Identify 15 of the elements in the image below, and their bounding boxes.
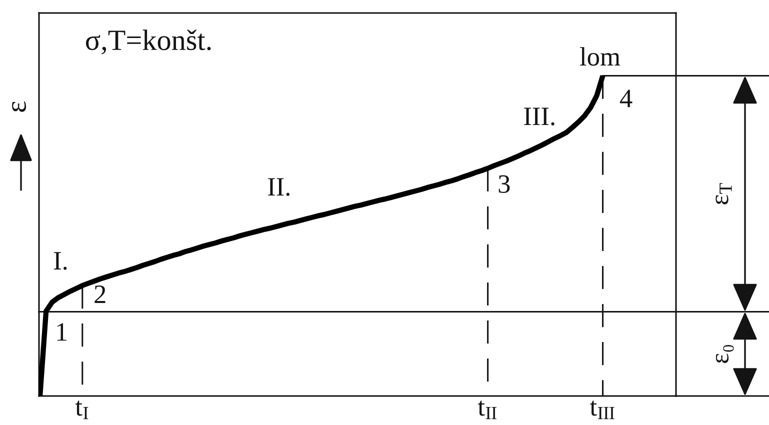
y-axis-title: ε xyxy=(12,102,26,112)
x-tick-label: t$_{III}$ xyxy=(590,400,614,420)
text: σ,T=konšt. xyxy=(86,30,211,54)
x-tick-label: t$_{I}$ xyxy=(75,400,88,420)
x-tick-label: t$_{II}$ xyxy=(478,400,497,420)
annotation: II. xyxy=(268,178,290,196)
annotation: 2 xyxy=(94,286,106,303)
text: ε₀ xyxy=(716,345,734,364)
annotation: 4 xyxy=(620,90,632,108)
annotation: III. xyxy=(524,108,554,126)
annotation: 3 xyxy=(498,175,510,193)
annotation: 1 xyxy=(57,323,67,341)
annotation: lom xyxy=(580,47,620,66)
text: ε$_{T}$ xyxy=(716,183,732,204)
annotation: I. xyxy=(54,252,67,270)
